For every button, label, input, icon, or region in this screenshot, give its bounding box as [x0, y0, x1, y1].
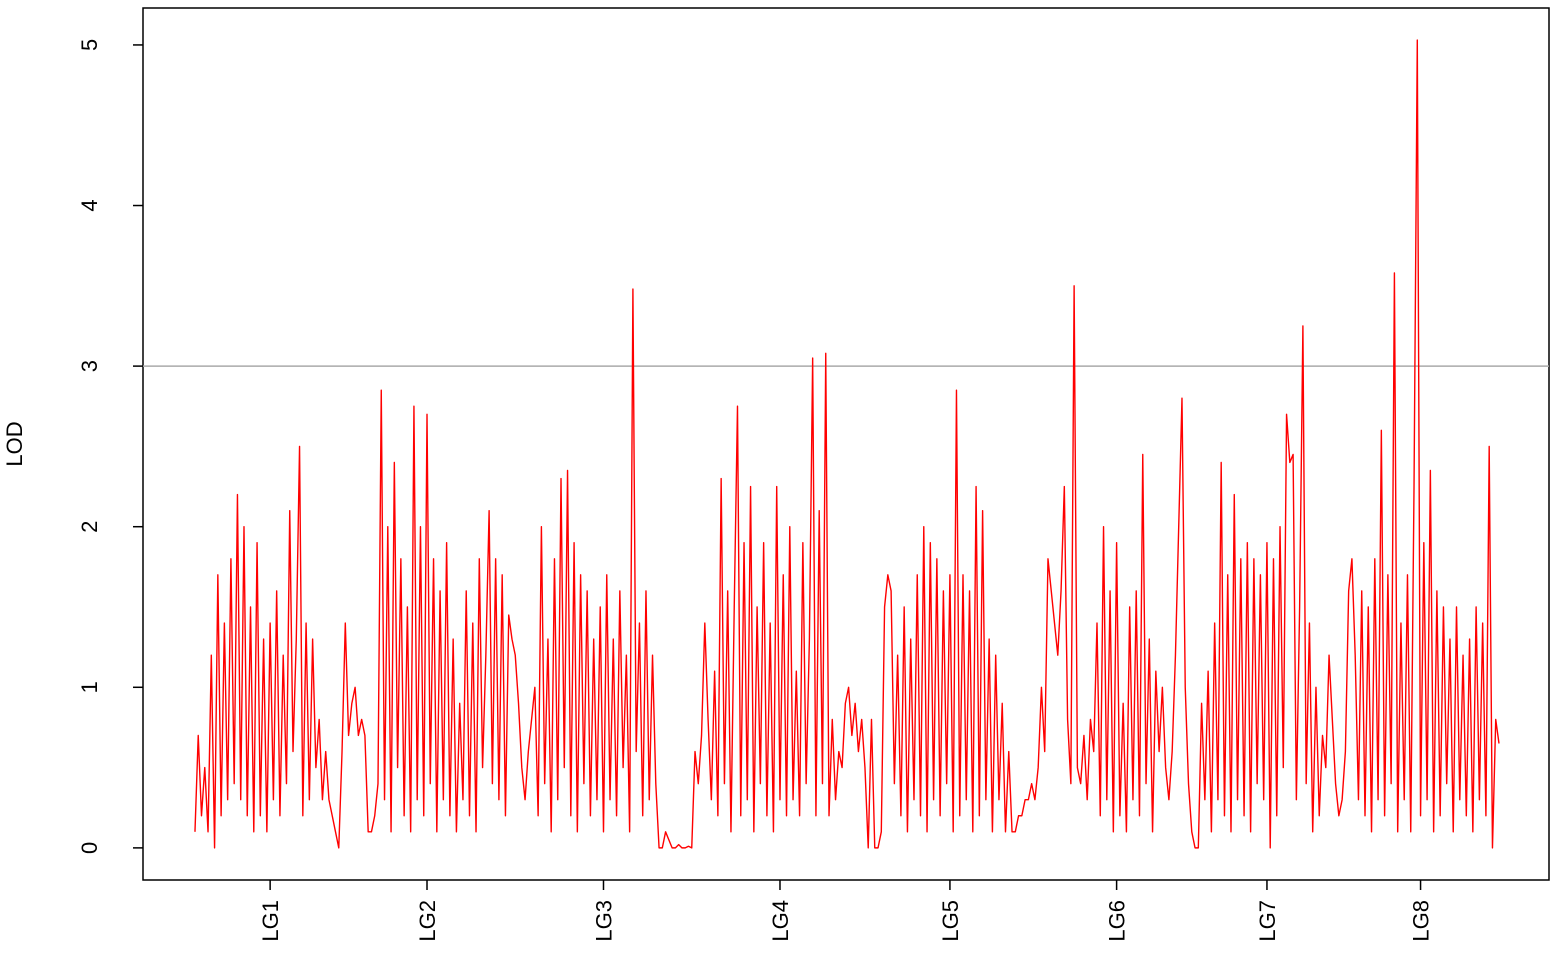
- y-tick-label: 2: [77, 521, 102, 533]
- x-tick-label: LG8: [1409, 900, 1434, 942]
- y-tick-label: 1: [77, 681, 102, 693]
- x-tick-label: LG2: [415, 900, 440, 942]
- x-tick-label: LG6: [1105, 900, 1130, 942]
- lod-line: [194, 39, 1500, 849]
- y-tick-label: 4: [77, 199, 102, 211]
- x-tick-label: LG1: [258, 900, 283, 942]
- plot-frame: [142, 7, 1550, 881]
- y-tick-label: 0: [77, 842, 102, 854]
- x-tick-label: LG5: [938, 900, 963, 942]
- y-tick-label: 3: [77, 360, 102, 372]
- x-tick-label: LG4: [768, 900, 793, 942]
- y-axis-label: LOD: [2, 421, 27, 466]
- y-tick-label: 5: [77, 39, 102, 51]
- x-tick-label: LG7: [1255, 900, 1280, 942]
- x-tick-label: LG3: [591, 900, 616, 942]
